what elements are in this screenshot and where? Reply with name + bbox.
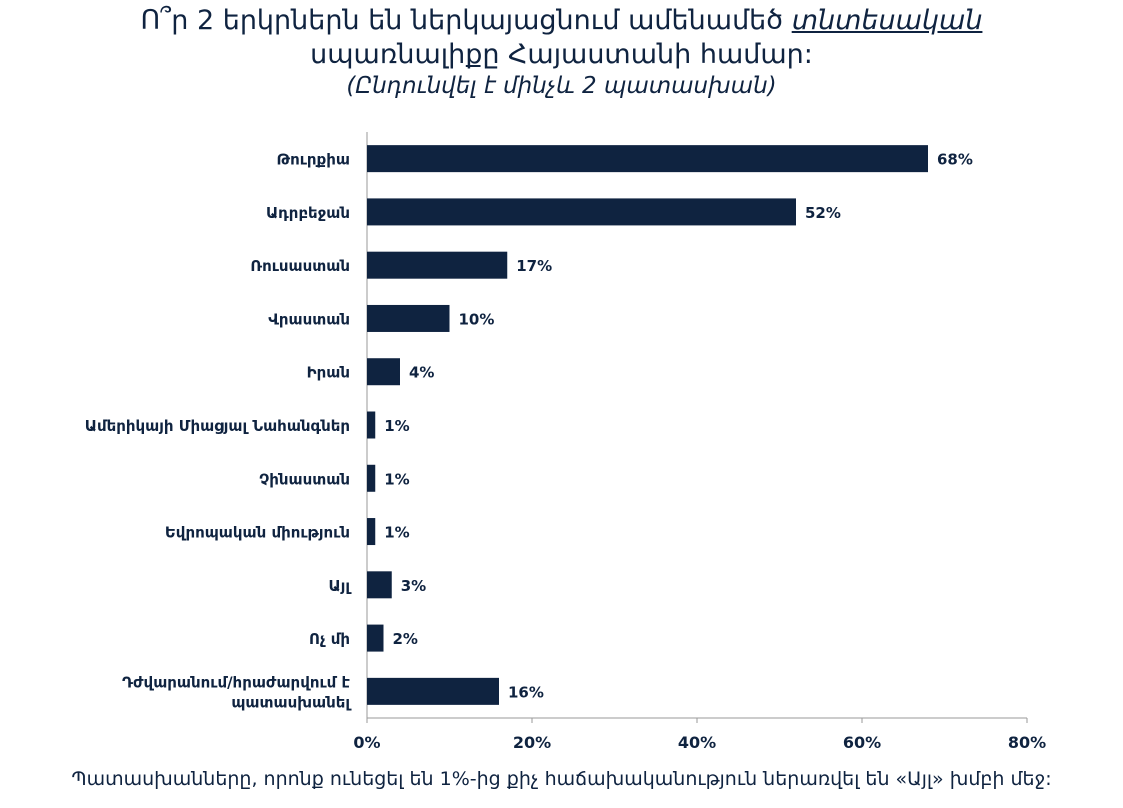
bar: [367, 464, 376, 492]
category-label: Ամերիկայի Միացյալ Նահանգներ: [85, 417, 350, 435]
chart-title-emphasis: տնտեսական: [791, 5, 983, 36]
bar: [367, 251, 508, 279]
category-label: Եվրոպական միություն: [165, 524, 350, 542]
bar: [367, 411, 376, 439]
bar-value-label: 1%: [384, 524, 409, 542]
category-label: Չինաստան: [259, 470, 350, 488]
x-tick-label: 0%: [353, 733, 380, 752]
chart-title-line-2: սպառնալիքը Հայաստանի համար:: [310, 39, 813, 70]
bar: [367, 624, 384, 652]
bar-value-label: 1%: [384, 470, 409, 488]
bar-value-label: 16%: [508, 683, 544, 701]
x-tick-label: 20%: [513, 733, 551, 752]
x-tick-label: 60%: [843, 733, 881, 752]
bar: [367, 145, 928, 173]
x-tick-label: 80%: [1008, 733, 1046, 752]
bar: [367, 571, 392, 599]
bar: [367, 358, 400, 386]
category-label: Այլ: [329, 577, 353, 595]
bar-value-label: 4%: [409, 364, 434, 382]
chart-footnote: Պատասխանները, որոնք ունեցել են 1%-ից քիչ…: [71, 768, 1052, 790]
bar-value-label: 52%: [805, 204, 841, 222]
x-tick-label: 40%: [678, 733, 716, 752]
bar-value-label: 17%: [516, 257, 552, 275]
bar: [367, 518, 376, 546]
bar-value-label: 68%: [937, 151, 973, 169]
bar: [367, 304, 450, 332]
category-label: Վրաստան: [268, 310, 350, 328]
bar-value-label: 1%: [384, 417, 409, 435]
category-label: Ադրբեջան: [266, 204, 350, 222]
chart-title-text: Ո՞ր 2 երկրներն են ներկայացնում ամենամեծ: [140, 5, 792, 36]
chart-subtitle: (Ընդունվել է մինչև 2 պատասխան): [346, 73, 777, 99]
category-label: Իրան: [307, 364, 350, 382]
bar-value-label: 3%: [401, 577, 426, 595]
category-label: Ոչ մի: [309, 630, 350, 648]
chart-title-block: Ո՞ր 2 երկրներն են ներկայացնում ամենամեծ …: [0, 4, 1123, 100]
category-label: Դժվարանում/հրաժարվում է պատասխանել: [122, 673, 352, 711]
bar-value-label: 10%: [459, 310, 495, 328]
category-label: Թուրքիա: [277, 151, 350, 169]
bar: [367, 198, 796, 226]
category-label: Ռուսաստան: [250, 257, 350, 275]
bar-value-label: 2%: [393, 630, 418, 648]
bar: [367, 677, 499, 705]
chart-title-line-1: Ո՞ր 2 երկրներն են ներկայացնում ամենամեծ …: [0, 4, 1123, 38]
